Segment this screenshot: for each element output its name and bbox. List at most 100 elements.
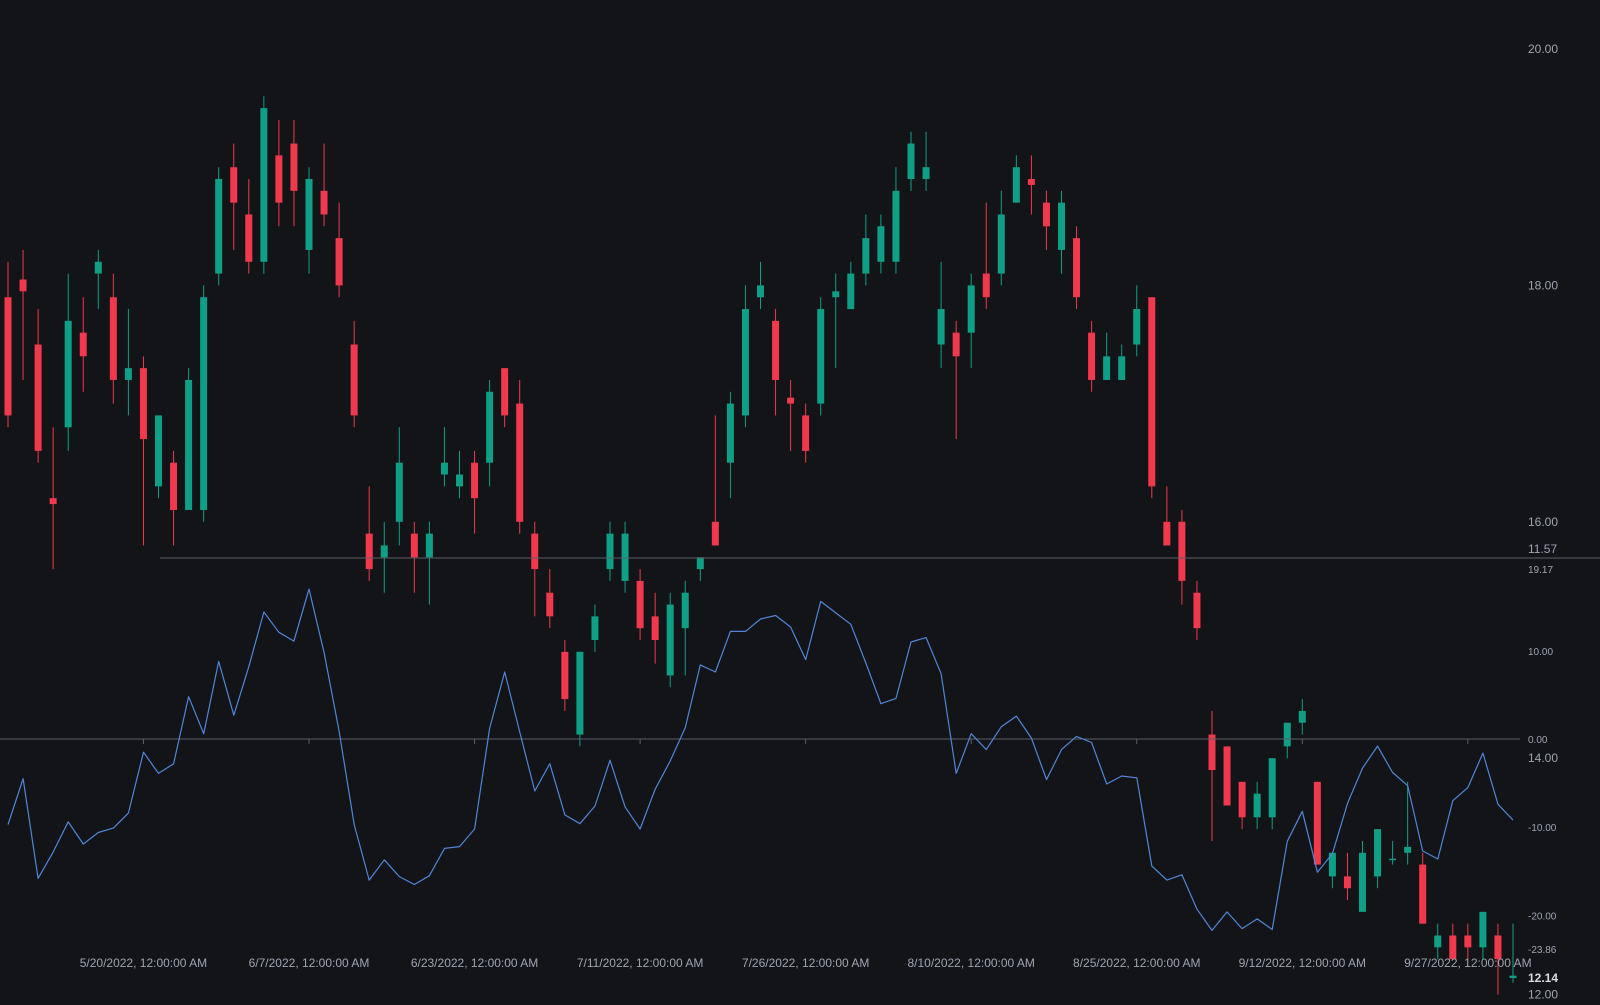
candle-body: [1118, 356, 1126, 380]
price-tick-label: 14.00: [1528, 751, 1558, 765]
time-tick-label: 8/10/2022, 12:00:00 AM: [907, 956, 1034, 970]
candle-body: [215, 179, 223, 274]
candle-body: [591, 616, 599, 640]
oscillator-bottom-label: -23.86: [1528, 945, 1557, 956]
candle-body: [486, 391, 494, 463]
candle-body: [109, 297, 117, 380]
candle-body: [1088, 332, 1096, 380]
oscillator-tick-label: 10.00: [1528, 647, 1553, 658]
candle-body: [1133, 309, 1141, 345]
candle-body: [817, 309, 825, 404]
candle-body: [365, 533, 373, 570]
candle-body: [4, 297, 12, 416]
time-tick-label: 7/26/2022, 12:00:00 AM: [742, 956, 869, 970]
oscillator-axis: 19.17 10.00 0.00 -10.00 -20.00 -23.86: [1528, 565, 1557, 956]
candle-body: [666, 604, 674, 676]
candle-body: [1509, 975, 1517, 979]
oscillator-pane[interactable]: 19.17 10.00 0.00 -10.00 -20.00 -23.86: [0, 565, 1557, 956]
candle-body: [440, 462, 448, 475]
candle-body: [1073, 238, 1081, 298]
candle-body: [350, 344, 358, 416]
candle-body: [290, 143, 298, 191]
candle-body: [79, 332, 87, 357]
candle-body: [155, 415, 162, 487]
candle-body: [1464, 935, 1472, 948]
candle-body: [64, 320, 72, 428]
candle-body: [516, 403, 524, 522]
oscillator-zero-group: [0, 738, 1520, 744]
candle-body: [471, 462, 479, 499]
candle-body: [1193, 592, 1201, 629]
candle-body: [802, 415, 810, 451]
oscillator-top-label: 19.17: [1528, 565, 1553, 576]
candle-body: [1058, 202, 1065, 250]
candle-body: [245, 214, 253, 262]
candle-body: [832, 291, 840, 298]
candle-body: [185, 379, 193, 510]
candle-body: [1238, 781, 1246, 818]
candle-body: [1374, 829, 1382, 877]
candle-body: [741, 309, 749, 416]
candle-body: [1389, 858, 1397, 861]
candle-body: [892, 190, 900, 262]
candle-body: [862, 238, 870, 274]
oscillator-line: [7, 588, 1514, 932]
candle-body: [425, 533, 433, 558]
candle-body: [651, 616, 659, 640]
candle-body: [410, 533, 418, 558]
candle-body: [230, 167, 238, 203]
last-price-label: 12.14: [1528, 971, 1558, 985]
candle-body: [546, 592, 554, 617]
candle-body: [34, 344, 42, 451]
candle-body: [1479, 911, 1487, 948]
candle-body: [621, 533, 629, 581]
price-pane[interactable]: 20.00 18.00 16.00 14.00 12.00 12.14 11.57: [4, 42, 1559, 1002]
candle-body: [1419, 864, 1427, 924]
candle-body: [561, 651, 569, 700]
candle-body: [681, 592, 689, 629]
candle-body: [1178, 521, 1186, 581]
candle-body: [531, 533, 539, 570]
oscillator-tick-label: -10.00: [1528, 823, 1557, 834]
candle-body: [937, 309, 945, 345]
candle-body: [1253, 793, 1261, 818]
candle-body: [757, 285, 764, 298]
candle-body: [922, 167, 930, 180]
oscillator-tick-label: 0.00: [1528, 735, 1548, 746]
candle-body: [576, 651, 584, 735]
candle-body: [395, 462, 403, 522]
candle-body: [847, 273, 855, 310]
price-tick-label: 18.00: [1528, 278, 1558, 292]
candle-body: [726, 403, 734, 463]
candle-body: [1434, 935, 1442, 948]
candle-body: [772, 320, 780, 380]
candle-body: [1359, 852, 1366, 912]
time-tick-label: 5/20/2022, 12:00:00 AM: [80, 956, 207, 970]
candle-body: [606, 533, 614, 570]
candle-body: [1148, 297, 1156, 487]
time-tick-label: 9/12/2022, 12:00:00 AM: [1239, 956, 1366, 970]
candle-body: [1449, 935, 1457, 960]
time-axis: 5/20/2022, 12:00:00 AM 6/7/2022, 12:00:00…: [80, 956, 1532, 970]
candle-body: [1027, 179, 1035, 185]
candle-body: [997, 214, 1005, 274]
candle-body: [1283, 722, 1291, 747]
candle-body: [1103, 356, 1111, 380]
candle-body: [1313, 781, 1321, 865]
candle-body: [200, 297, 208, 510]
candle-body: [1268, 758, 1276, 818]
candle-body: [696, 557, 704, 570]
price-min-label: 11.57: [1528, 542, 1557, 556]
candle-body: [982, 273, 990, 298]
candle-body: [335, 238, 343, 286]
candle-body: [170, 462, 178, 510]
candle-body: [501, 368, 509, 416]
price-tick-label: 16.00: [1528, 515, 1558, 529]
candle-body: [1328, 852, 1336, 877]
candle-body: [94, 261, 102, 274]
candle-body: [967, 285, 975, 333]
candle-body: [636, 580, 644, 629]
time-tick-label: 9/27/2022, 12:00:00 AM: [1404, 956, 1531, 970]
